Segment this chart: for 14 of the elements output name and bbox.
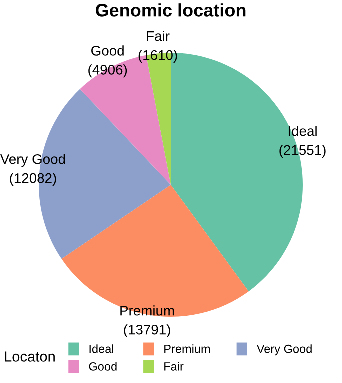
legend-label: Premium — [164, 344, 210, 354]
legend-label: Fair — [164, 362, 184, 371]
slice-label: Good — [92, 46, 124, 56]
data-label: (12082) — [10, 173, 56, 186]
data-label: (1610) — [138, 50, 178, 63]
pie-slice — [62, 185, 249, 317]
legend-label: Good — [89, 362, 117, 371]
legend-label: Ideal — [90, 344, 114, 354]
slice-label: Fair — [147, 31, 170, 42]
legend-label: Very Good — [256, 344, 312, 356]
data-label: (4906) — [88, 64, 128, 78]
chart-title: Genomic location — [96, 4, 246, 17]
data-label: (13791) — [124, 324, 170, 338]
legend-title: Locaton — [5, 352, 55, 362]
